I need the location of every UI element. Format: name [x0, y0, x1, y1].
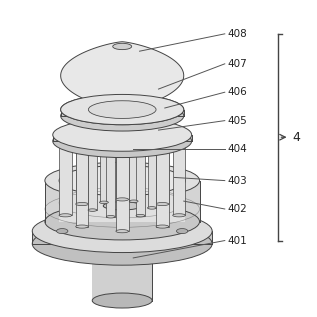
Polygon shape — [116, 149, 128, 231]
Ellipse shape — [173, 132, 185, 135]
Polygon shape — [61, 42, 184, 110]
Ellipse shape — [106, 216, 115, 218]
Ellipse shape — [53, 119, 192, 151]
Polygon shape — [147, 145, 156, 208]
Polygon shape — [76, 145, 88, 227]
Ellipse shape — [92, 247, 152, 262]
Polygon shape — [129, 138, 138, 201]
Polygon shape — [116, 117, 128, 199]
Ellipse shape — [59, 214, 72, 217]
Text: 405: 405 — [228, 116, 248, 126]
Polygon shape — [59, 133, 72, 215]
Polygon shape — [59, 181, 185, 222]
Text: 407: 407 — [228, 59, 248, 69]
Ellipse shape — [103, 202, 141, 210]
Ellipse shape — [76, 143, 88, 146]
Polygon shape — [103, 158, 141, 206]
Ellipse shape — [61, 94, 184, 125]
Ellipse shape — [61, 101, 184, 131]
Ellipse shape — [156, 225, 169, 228]
Polygon shape — [136, 152, 145, 216]
Polygon shape — [100, 139, 108, 202]
Ellipse shape — [59, 165, 185, 196]
Polygon shape — [32, 231, 212, 244]
Ellipse shape — [116, 230, 128, 233]
Text: 402: 402 — [228, 204, 248, 214]
Ellipse shape — [116, 198, 128, 201]
Text: 404: 404 — [228, 144, 248, 154]
Ellipse shape — [147, 207, 156, 209]
Ellipse shape — [147, 144, 156, 146]
Text: 406: 406 — [228, 87, 248, 97]
Ellipse shape — [32, 210, 212, 253]
Ellipse shape — [45, 162, 199, 199]
Ellipse shape — [45, 203, 199, 240]
Ellipse shape — [88, 146, 97, 148]
Ellipse shape — [173, 214, 185, 217]
Ellipse shape — [156, 120, 169, 124]
Ellipse shape — [100, 138, 108, 140]
Ellipse shape — [129, 137, 138, 139]
Ellipse shape — [88, 209, 97, 211]
Polygon shape — [156, 122, 169, 204]
Polygon shape — [173, 133, 185, 215]
Ellipse shape — [53, 125, 192, 158]
Ellipse shape — [136, 214, 145, 217]
Ellipse shape — [76, 203, 88, 206]
Polygon shape — [53, 135, 192, 141]
Polygon shape — [88, 147, 97, 210]
Ellipse shape — [100, 201, 108, 204]
Ellipse shape — [103, 154, 141, 163]
Polygon shape — [45, 181, 199, 222]
Polygon shape — [156, 145, 169, 227]
Ellipse shape — [177, 229, 188, 234]
Ellipse shape — [76, 225, 88, 228]
Ellipse shape — [129, 200, 138, 203]
Text: 401: 401 — [228, 236, 248, 246]
Ellipse shape — [156, 143, 169, 146]
Polygon shape — [76, 122, 88, 204]
Ellipse shape — [76, 120, 88, 124]
Text: 403: 403 — [228, 176, 248, 185]
Polygon shape — [92, 255, 152, 301]
Text: 408: 408 — [228, 29, 248, 39]
Ellipse shape — [136, 151, 145, 154]
Ellipse shape — [92, 293, 152, 308]
Polygon shape — [106, 154, 115, 217]
Ellipse shape — [59, 132, 72, 135]
Ellipse shape — [56, 229, 68, 234]
Text: 4: 4 — [293, 131, 301, 144]
Ellipse shape — [113, 43, 132, 50]
Ellipse shape — [88, 101, 156, 119]
Ellipse shape — [116, 116, 128, 119]
Ellipse shape — [32, 222, 212, 265]
Ellipse shape — [106, 152, 115, 155]
Ellipse shape — [61, 94, 184, 125]
Polygon shape — [61, 110, 184, 116]
Ellipse shape — [116, 148, 128, 151]
Ellipse shape — [156, 203, 169, 206]
